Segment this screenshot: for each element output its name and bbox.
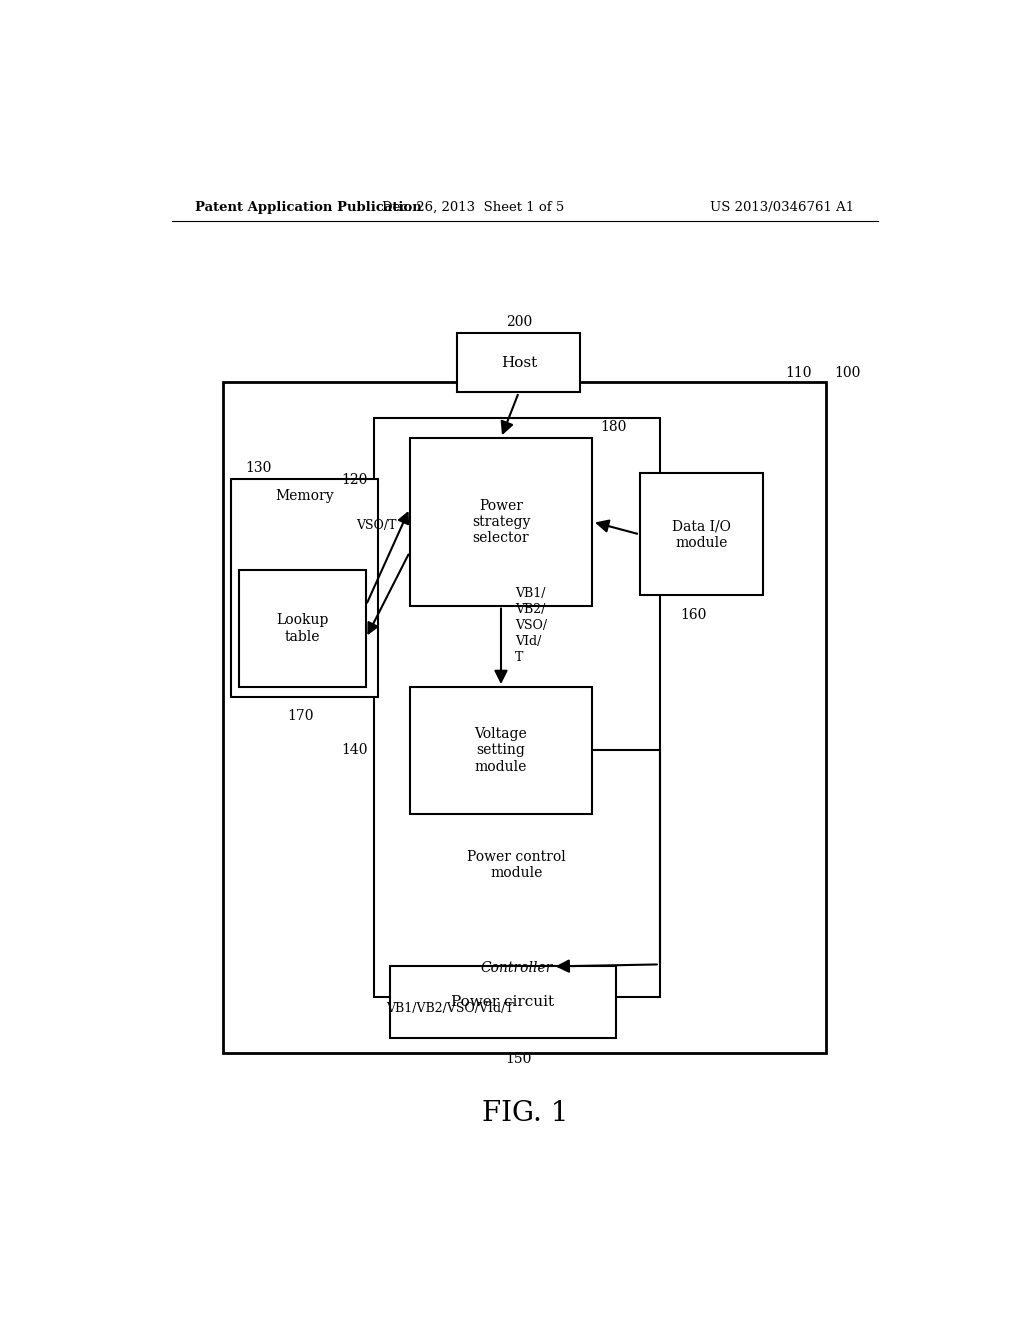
Text: Voltage
setting
module: Voltage setting module (474, 727, 527, 774)
Text: VSO/T: VSO/T (356, 519, 396, 532)
Text: 200: 200 (506, 315, 532, 329)
Text: US 2013/0346761 A1: US 2013/0346761 A1 (710, 201, 854, 214)
Text: 170: 170 (288, 709, 314, 723)
Text: 180: 180 (600, 420, 627, 434)
Text: Data I/O
module: Data I/O module (672, 519, 731, 549)
Text: 100: 100 (835, 366, 861, 380)
Text: Lookup
table: Lookup table (276, 614, 329, 644)
Text: 160: 160 (680, 607, 707, 622)
FancyBboxPatch shape (458, 333, 581, 392)
FancyBboxPatch shape (374, 417, 659, 997)
Text: 130: 130 (246, 461, 271, 474)
Text: Dec. 26, 2013  Sheet 1 of 5: Dec. 26, 2013 Sheet 1 of 5 (382, 201, 564, 214)
Text: FIG. 1: FIG. 1 (481, 1101, 568, 1127)
Text: Host: Host (501, 355, 537, 370)
Text: 140: 140 (341, 743, 368, 758)
FancyBboxPatch shape (223, 381, 826, 1053)
Text: Controller: Controller (480, 961, 553, 974)
FancyBboxPatch shape (410, 438, 592, 606)
FancyBboxPatch shape (390, 966, 616, 1038)
Text: Power
strategy
selector: Power strategy selector (472, 499, 530, 545)
FancyBboxPatch shape (640, 474, 763, 595)
Text: 110: 110 (785, 366, 812, 380)
Text: Power circuit: Power circuit (452, 995, 555, 1008)
Text: Patent Application Publication: Patent Application Publication (196, 201, 422, 214)
FancyBboxPatch shape (410, 686, 592, 814)
Text: 120: 120 (341, 473, 368, 487)
FancyBboxPatch shape (231, 479, 378, 697)
Text: Power control
module: Power control module (468, 850, 566, 880)
Text: Memory: Memory (275, 488, 334, 503)
Text: VB1/
VB2/
VSO/
VId/
T: VB1/ VB2/ VSO/ VId/ T (515, 587, 548, 664)
Text: 150: 150 (506, 1052, 532, 1065)
FancyBboxPatch shape (240, 570, 367, 686)
Text: VB1/VB2/VSO/VId/T: VB1/VB2/VSO/VId/T (386, 1002, 514, 1015)
